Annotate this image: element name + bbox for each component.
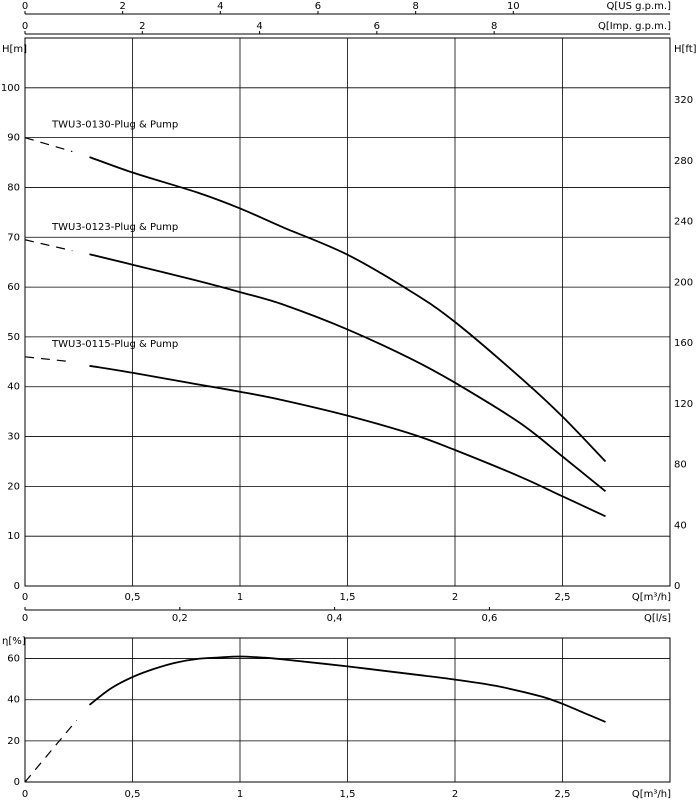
top-axis-tick-label: 2 — [119, 1, 125, 12]
head-y-tick-label: 80 — [7, 182, 20, 193]
head-y2-tick-label: 40 — [674, 520, 687, 531]
head-x-tick-label: 0,5 — [125, 592, 141, 603]
curve-label: TWU3-0123-Plug & Pump — [51, 222, 178, 233]
ls-axis-tick-label: 0,6 — [481, 613, 497, 624]
ls-axis-label: Q[l/s] — [644, 613, 671, 624]
head-curve-extrapolation — [24, 239, 73, 252]
eff-y-tick-label: 40 — [7, 695, 20, 706]
top-axis-tick-label: 0 — [22, 21, 28, 32]
top-axis-tick-label: 2 — [139, 21, 145, 32]
ls-axis-tick-label: 0,2 — [172, 613, 188, 624]
head-x-tick-label: 2,5 — [555, 592, 571, 603]
eff-x-tick-label: 0,5 — [125, 789, 141, 800]
head-y-tick-label: 20 — [7, 481, 20, 492]
head-grid — [24, 11, 671, 587]
head-y2-tick-label: 320 — [674, 95, 693, 106]
eff-y-tick-label: 0 — [14, 777, 20, 788]
eff-x-tick-label: 1,5 — [340, 789, 356, 800]
efficiency-grid — [24, 607, 671, 783]
head-curve — [89, 253, 607, 493]
eff-y-tick-label: 60 — [7, 654, 20, 665]
head-x-tick-label: 0 — [22, 592, 28, 603]
head-y-tick-label: 100 — [1, 83, 20, 94]
head-y2-tick-label: 200 — [674, 277, 693, 288]
top-axis-tick-label: 8 — [491, 21, 497, 32]
head-y-axis-label: H[m] — [2, 44, 27, 55]
eff-x-tick-label: 1 — [237, 789, 243, 800]
eff-y-axis-label: η[%] — [2, 636, 26, 647]
head-y-tick-label: 90 — [7, 133, 20, 144]
head-y2-tick-label: 120 — [674, 399, 693, 410]
head-y-tick-label: 60 — [7, 282, 20, 293]
eff-y-tick-label: 20 — [7, 736, 20, 747]
head-x-axis-label: Q[m³/h] — [632, 592, 671, 603]
head-curve-extrapolation — [24, 137, 73, 153]
head-y2-tick-label: 80 — [674, 460, 687, 471]
top-axis-tick-label: 8 — [412, 1, 418, 12]
top-axis-tick-label: 4 — [217, 1, 223, 12]
head-y2-tick-label: 0 — [674, 581, 680, 592]
curve-label: TWU3-0115-Plug & Pump — [51, 339, 178, 350]
eff-curve — [88, 655, 606, 723]
top-axis-label: Q[US g.p.m.] — [607, 1, 672, 12]
eff-x-tick-label: 2,5 — [555, 789, 571, 800]
head-y2-axis-label: H[ft] — [674, 44, 696, 55]
head-y-tick-label: 30 — [7, 432, 20, 443]
curves-layer — [24, 137, 607, 783]
eff-x-axis-label: Q[m³/h] — [632, 789, 671, 800]
head-x-tick-label: 1,5 — [340, 592, 356, 603]
head-curve-extrapolation — [24, 356, 73, 363]
head-y-tick-label: 70 — [7, 232, 20, 243]
head-curve — [89, 156, 607, 463]
top-axis-tick-label: 4 — [256, 21, 262, 32]
eff-curve-extrapolation — [24, 719, 78, 783]
eff-x-tick-label: 0 — [22, 789, 28, 800]
head-y-tick-label: 0 — [14, 581, 20, 592]
head-y2-tick-label: 240 — [674, 217, 693, 228]
ls-axis-tick-label: 0,4 — [327, 613, 343, 624]
curve-label: TWU3-0130-Plug & Pump — [51, 120, 178, 131]
head-y2-tick-label: 160 — [674, 338, 693, 349]
top-axis-tick-label: 6 — [374, 21, 380, 32]
head-x-tick-label: 1 — [237, 592, 243, 603]
head-y2-tick-label: 280 — [674, 156, 693, 167]
head-y-tick-label: 50 — [7, 332, 20, 343]
head-y-tick-label: 10 — [7, 531, 20, 542]
top-axis-tick-label: 6 — [315, 1, 321, 12]
head-curve — [89, 364, 606, 518]
head-y-tick-label: 40 — [7, 382, 20, 393]
top-axis-tick-label: 10 — [507, 1, 520, 12]
head-x-tick-label: 2 — [452, 592, 458, 603]
ls-axis-tick-label: 0 — [22, 613, 28, 624]
top-axis-tick-label: 0 — [22, 1, 28, 12]
eff-x-tick-label: 2 — [452, 789, 458, 800]
top-axis-label: Q[Imp. g.p.m.] — [598, 21, 671, 32]
